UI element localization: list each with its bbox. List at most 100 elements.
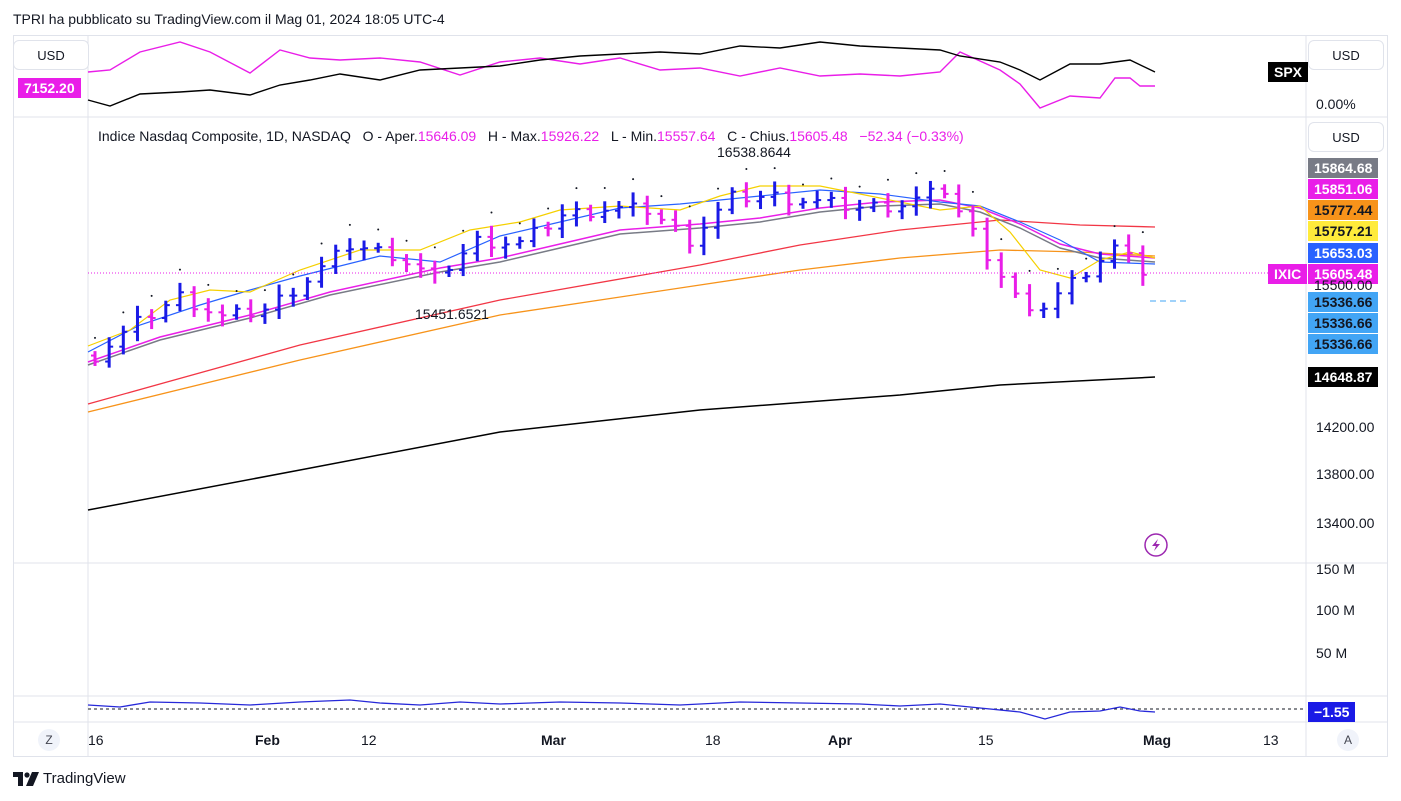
symbol-legend: Indice Nasdaq Composite, 1D, NASDAQ O - …: [98, 128, 964, 144]
spx-ratio-line-pink: [87, 41, 1155, 109]
psar-dot: [1028, 269, 1031, 272]
legend-close-label: C - Chius.: [727, 128, 790, 144]
psar-dot: [94, 336, 96, 339]
time-label-feb: Feb: [255, 732, 280, 748]
price-axis-tick-13800: 13800.00: [1316, 466, 1375, 482]
price-badge-4: 15653.03: [1308, 243, 1379, 263]
time-label-13: 13: [1263, 732, 1279, 748]
psar-dot: [292, 273, 295, 276]
auto-scale-a-button[interactable]: A: [1337, 729, 1359, 751]
price-badge-1: 15851.06: [1308, 179, 1379, 199]
psar-dots: [94, 167, 1144, 339]
price-axis-tick-13400: 13400.00: [1316, 515, 1375, 531]
psar-dot: [717, 187, 720, 190]
psar-dot: [688, 205, 691, 208]
tradingview-logo[interactable]: TradingView: [13, 770, 126, 787]
psar-dot: [122, 311, 125, 314]
legend-high-label: H - Max.: [487, 128, 541, 144]
psar-dot: [263, 289, 266, 292]
main-currency-button[interactable]: USD: [1308, 122, 1384, 152]
ma-5-yellow-line: [87, 185, 1156, 347]
price-badge-7: 15336.66: [1308, 292, 1379, 312]
price-badge-3: 15757.21: [1308, 221, 1379, 241]
psar-dot: [518, 222, 521, 225]
time-label-16: 16: [88, 732, 104, 748]
time-label-12: 12: [361, 732, 377, 748]
psar-dot: [632, 178, 635, 181]
price-badge-9: 15336.66: [1308, 334, 1379, 354]
psar-dot: [405, 239, 408, 242]
zoom-z-button[interactable]: Z: [38, 729, 60, 751]
legend-close-value: 15605.48: [789, 128, 848, 144]
ma-20-gray-line: [87, 203, 1156, 366]
oscillator-line: [87, 699, 1156, 720]
spx-symbol-tag: SPX: [1268, 62, 1309, 82]
lightning-icon[interactable]: [1144, 533, 1168, 557]
annotation-low: 15451.6521: [415, 306, 489, 322]
ma-10-blue-line: [87, 189, 1156, 353]
ma-20-pink-line: [87, 199, 1156, 363]
chart-frame: [13, 35, 1388, 757]
psar-dot: [858, 185, 861, 188]
legend-open-value: 15646.09: [417, 128, 477, 144]
psar-dot: [1141, 231, 1144, 234]
psar-dot: [943, 169, 946, 172]
psar-dot: [745, 167, 748, 170]
time-label-apr: Apr: [828, 732, 853, 748]
time-label-18: 18: [705, 732, 721, 748]
tradingview-logo-icon: [13, 771, 39, 786]
price-badge-2: 15777.44: [1308, 200, 1379, 220]
annotation-high: 16538.8644: [717, 144, 791, 160]
legend-low-value: 15557.64: [657, 128, 716, 144]
ohlc-bars: [91, 180, 1147, 368]
volume-tick-50m: 50 M: [1316, 645, 1348, 661]
psar-dot: [1000, 238, 1003, 241]
psar-dot: [320, 242, 323, 245]
price-axis-tick-15500: 15500.00: [1314, 278, 1373, 292]
psar-dot: [1056, 267, 1059, 270]
tradingview-brand-text: TradingView: [43, 770, 126, 787]
psar-dot: [886, 178, 889, 181]
volume-tick-100m: 100 M: [1316, 602, 1355, 618]
legend-low-label: L - Min.: [610, 128, 658, 144]
top-right-currency-button[interactable]: USD: [1308, 40, 1384, 70]
psar-dot: [348, 223, 351, 226]
psar-dot: [1113, 225, 1116, 228]
volume-tick-150m: 150 M: [1316, 561, 1355, 577]
psar-dot: [971, 190, 974, 193]
psar-dot: [1085, 257, 1088, 260]
psar-dot: [377, 228, 380, 231]
psar-dot: [207, 283, 210, 286]
publish-header: TPRI ha pubblicato su TradingView.com il…: [13, 11, 445, 27]
ixic-symbol-tag: IXIC: [1268, 264, 1308, 284]
psar-dot: [462, 229, 465, 232]
legend-name: Indice Nasdaq Composite, 1D, NASDAQ: [98, 128, 351, 144]
psar-dot: [660, 195, 663, 198]
oscillator-value-badge: −1.55: [1308, 702, 1356, 722]
legend-high-value: 15926.22: [540, 128, 600, 144]
spx-line-black: [87, 41, 1156, 107]
time-label-mar: Mar: [541, 732, 566, 748]
legend-change: −52.34 (−0.33%): [859, 128, 964, 144]
psar-dot: [915, 172, 918, 175]
psar-dot: [433, 246, 436, 249]
psar-dot: [575, 187, 578, 190]
psar-dot: [830, 177, 833, 180]
price-axis-tick-14200: 14200.00: [1316, 419, 1375, 435]
top-pct-label: 0.00%: [1316, 96, 1356, 112]
top-left-value-badge: 7152.20: [18, 78, 81, 98]
ma-50-line: [87, 249, 1156, 413]
psar-dot: [773, 167, 776, 170]
psar-dot: [547, 207, 550, 210]
price-badge-8: 15336.66: [1308, 313, 1379, 333]
price-badge-0: 15864.68: [1308, 158, 1379, 178]
psar-dot: [802, 183, 804, 186]
ma-40-line: [87, 219, 1156, 405]
top-left-currency-button[interactable]: USD: [13, 40, 89, 70]
psar-dot: [178, 268, 181, 271]
psar-dot: [150, 294, 153, 297]
time-label-15: 15: [978, 732, 994, 748]
psar-dot: [235, 290, 238, 293]
price-badge-5: 15605.48: [1308, 264, 1379, 284]
